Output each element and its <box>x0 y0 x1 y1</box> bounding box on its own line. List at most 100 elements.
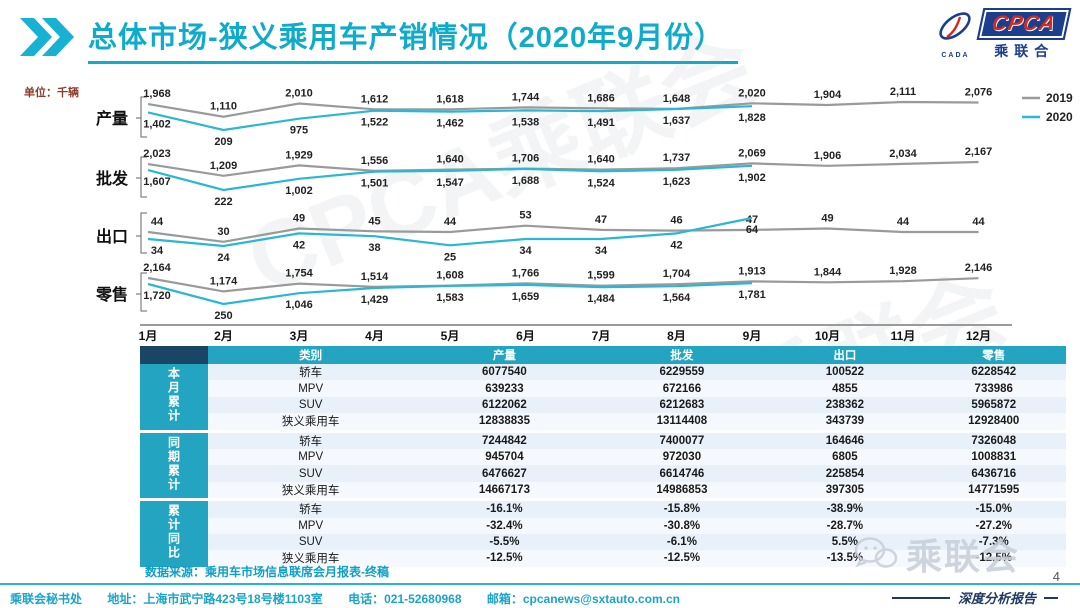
table-row: 本月累计 轿车 6077540 6229559 100522 6228542 <box>140 364 1066 432</box>
data-label: 47 <box>595 214 607 226</box>
category-cell: SUV <box>298 467 323 480</box>
data-label: 44 <box>972 216 985 228</box>
cpca-logo-text: CPCA <box>990 12 1059 35</box>
x-tick-label: 6月 <box>516 329 535 343</box>
data-label: 42 <box>293 239 305 251</box>
value-cell: 5.5% <box>831 536 858 549</box>
value-cell: 7400077 <box>595 429 769 449</box>
category-cell: MPV <box>298 382 324 395</box>
value-cell: 733986 <box>974 382 1013 395</box>
series-line-2020 <box>147 216 753 248</box>
value-cell: 6212683 <box>659 398 705 411</box>
value-cell: 972030 <box>662 451 702 464</box>
row-group-label: 累计同比 <box>140 498 208 567</box>
cpca-icon-caption: CADA <box>941 51 970 59</box>
table-row: 狭义乘用车 12838835 13114408 343739 12928400 <box>140 413 1066 432</box>
data-label: 47 <box>746 214 758 226</box>
value-cell: -12.5% <box>486 552 523 565</box>
category-cell: 轿车 <box>208 429 414 449</box>
data-label: 24 <box>217 252 230 264</box>
value-cell: 639233 <box>485 382 524 395</box>
series-line-2019 <box>147 160 979 177</box>
cpca-logo-box: CPCA <box>977 8 1072 40</box>
data-label: 1,002 <box>285 185 313 197</box>
data-label: 1,174 <box>210 275 238 287</box>
category-cell: 轿车 <box>299 367 323 380</box>
data-label: 45 <box>368 215 380 227</box>
data-label: 1,929 <box>285 149 313 161</box>
data-label: 2,069 <box>738 147 766 159</box>
value-cell: -27.2% <box>975 519 1012 532</box>
category-cell: 狭义乘用车 <box>281 416 340 429</box>
data-label: 38 <box>368 242 380 254</box>
data-label: 1,522 <box>361 117 389 129</box>
data-label: 1,462 <box>436 118 464 130</box>
x-tick-label: 3月 <box>290 329 309 343</box>
summary-table: 类别 产量 批发 出口 零售 本月累计 轿车 6077540 6229559 100522 622… <box>140 346 1066 567</box>
cpca-logo-subtitle: 乘联合 <box>994 43 1055 59</box>
data-label: 1,659 <box>512 291 540 303</box>
cpca-logo: CADA CPCA 乘联合 <box>934 8 1072 61</box>
value-cell: 6228542 <box>971 366 1017 379</box>
x-tick-label: 8月 <box>667 329 686 343</box>
data-label: 1,737 <box>663 152 691 164</box>
value-cell: 238362 <box>825 398 865 411</box>
series-line-2019 <box>147 100 979 118</box>
chart-row-label: 零售 <box>95 285 128 304</box>
value-cell: 6614746 <box>659 467 705 480</box>
value-cell: 6122062 <box>482 398 527 411</box>
series-line-2020 <box>147 282 753 306</box>
value-cell: 4855 <box>832 382 858 395</box>
category-cell: 狭义乘用车 <box>281 484 340 497</box>
value-cell: -7.3% <box>978 536 1009 549</box>
chart-row-label: 产量 <box>96 109 128 128</box>
data-label: 49 <box>821 213 833 225</box>
data-label: 53 <box>519 210 531 222</box>
data-label: 1,902 <box>738 172 766 184</box>
data-label: 44 <box>444 216 457 228</box>
category-cell: 狭义乘用车 <box>281 553 340 566</box>
footer-phone: 电话：021-52680968 <box>348 592 462 606</box>
value-cell: -15.8% <box>595 498 769 518</box>
data-label: 44 <box>897 216 910 228</box>
table-header-row: 类别 产量 批发 出口 零售 <box>140 346 1066 364</box>
value-cell: 14771595 <box>968 483 1020 496</box>
value-cell: 225854 <box>825 467 865 480</box>
category-cell: SUV <box>298 536 323 549</box>
data-label: 1,209 <box>210 160 238 172</box>
legend-label: 2019 <box>1046 91 1073 105</box>
x-tick-label: 7月 <box>592 329 611 343</box>
axis-bracket <box>136 156 147 198</box>
data-label: 250 <box>214 310 232 322</box>
data-label: 1,913 <box>738 265 766 277</box>
data-label: 1,484 <box>587 293 615 305</box>
table-row: MPV 945704 972030 6805 1008831 <box>140 448 1066 466</box>
data-label: 1,906 <box>814 150 842 162</box>
value-cell: 12928400 <box>968 415 1020 428</box>
value-cell: -28.7% <box>826 519 864 532</box>
data-label: 1,686 <box>587 92 615 104</box>
data-label: 30 <box>217 226 229 238</box>
page-title: 总体市场-狭义乘用车产销情况（2020年9月份） <box>88 14 739 64</box>
axis-bracket <box>136 96 147 138</box>
x-tick-label: 9月 <box>743 329 762 343</box>
data-label: 64 <box>746 224 759 236</box>
series-line-2020 <box>147 105 753 132</box>
data-label: 2,034 <box>889 148 917 160</box>
x-tick-label: 4月 <box>365 329 384 343</box>
data-label: 1,046 <box>285 299 313 311</box>
data-label: 1,704 <box>663 268 691 280</box>
data-label: 222 <box>214 196 232 208</box>
data-label: 1,844 <box>814 266 842 278</box>
value-cell: 6436716 <box>971 467 1017 480</box>
category-cell: MPV <box>298 451 324 464</box>
value-cell: -15.0% <box>921 498 1066 518</box>
data-label: 34 <box>519 245 532 257</box>
x-tick-label: 1月 <box>139 329 158 343</box>
value-cell: 6476627 <box>482 467 527 480</box>
x-tick-label: 10月 <box>815 329 840 343</box>
data-label: 1,491 <box>587 117 615 129</box>
category-cell: SUV <box>298 398 323 411</box>
data-label: 2,076 <box>965 87 993 99</box>
